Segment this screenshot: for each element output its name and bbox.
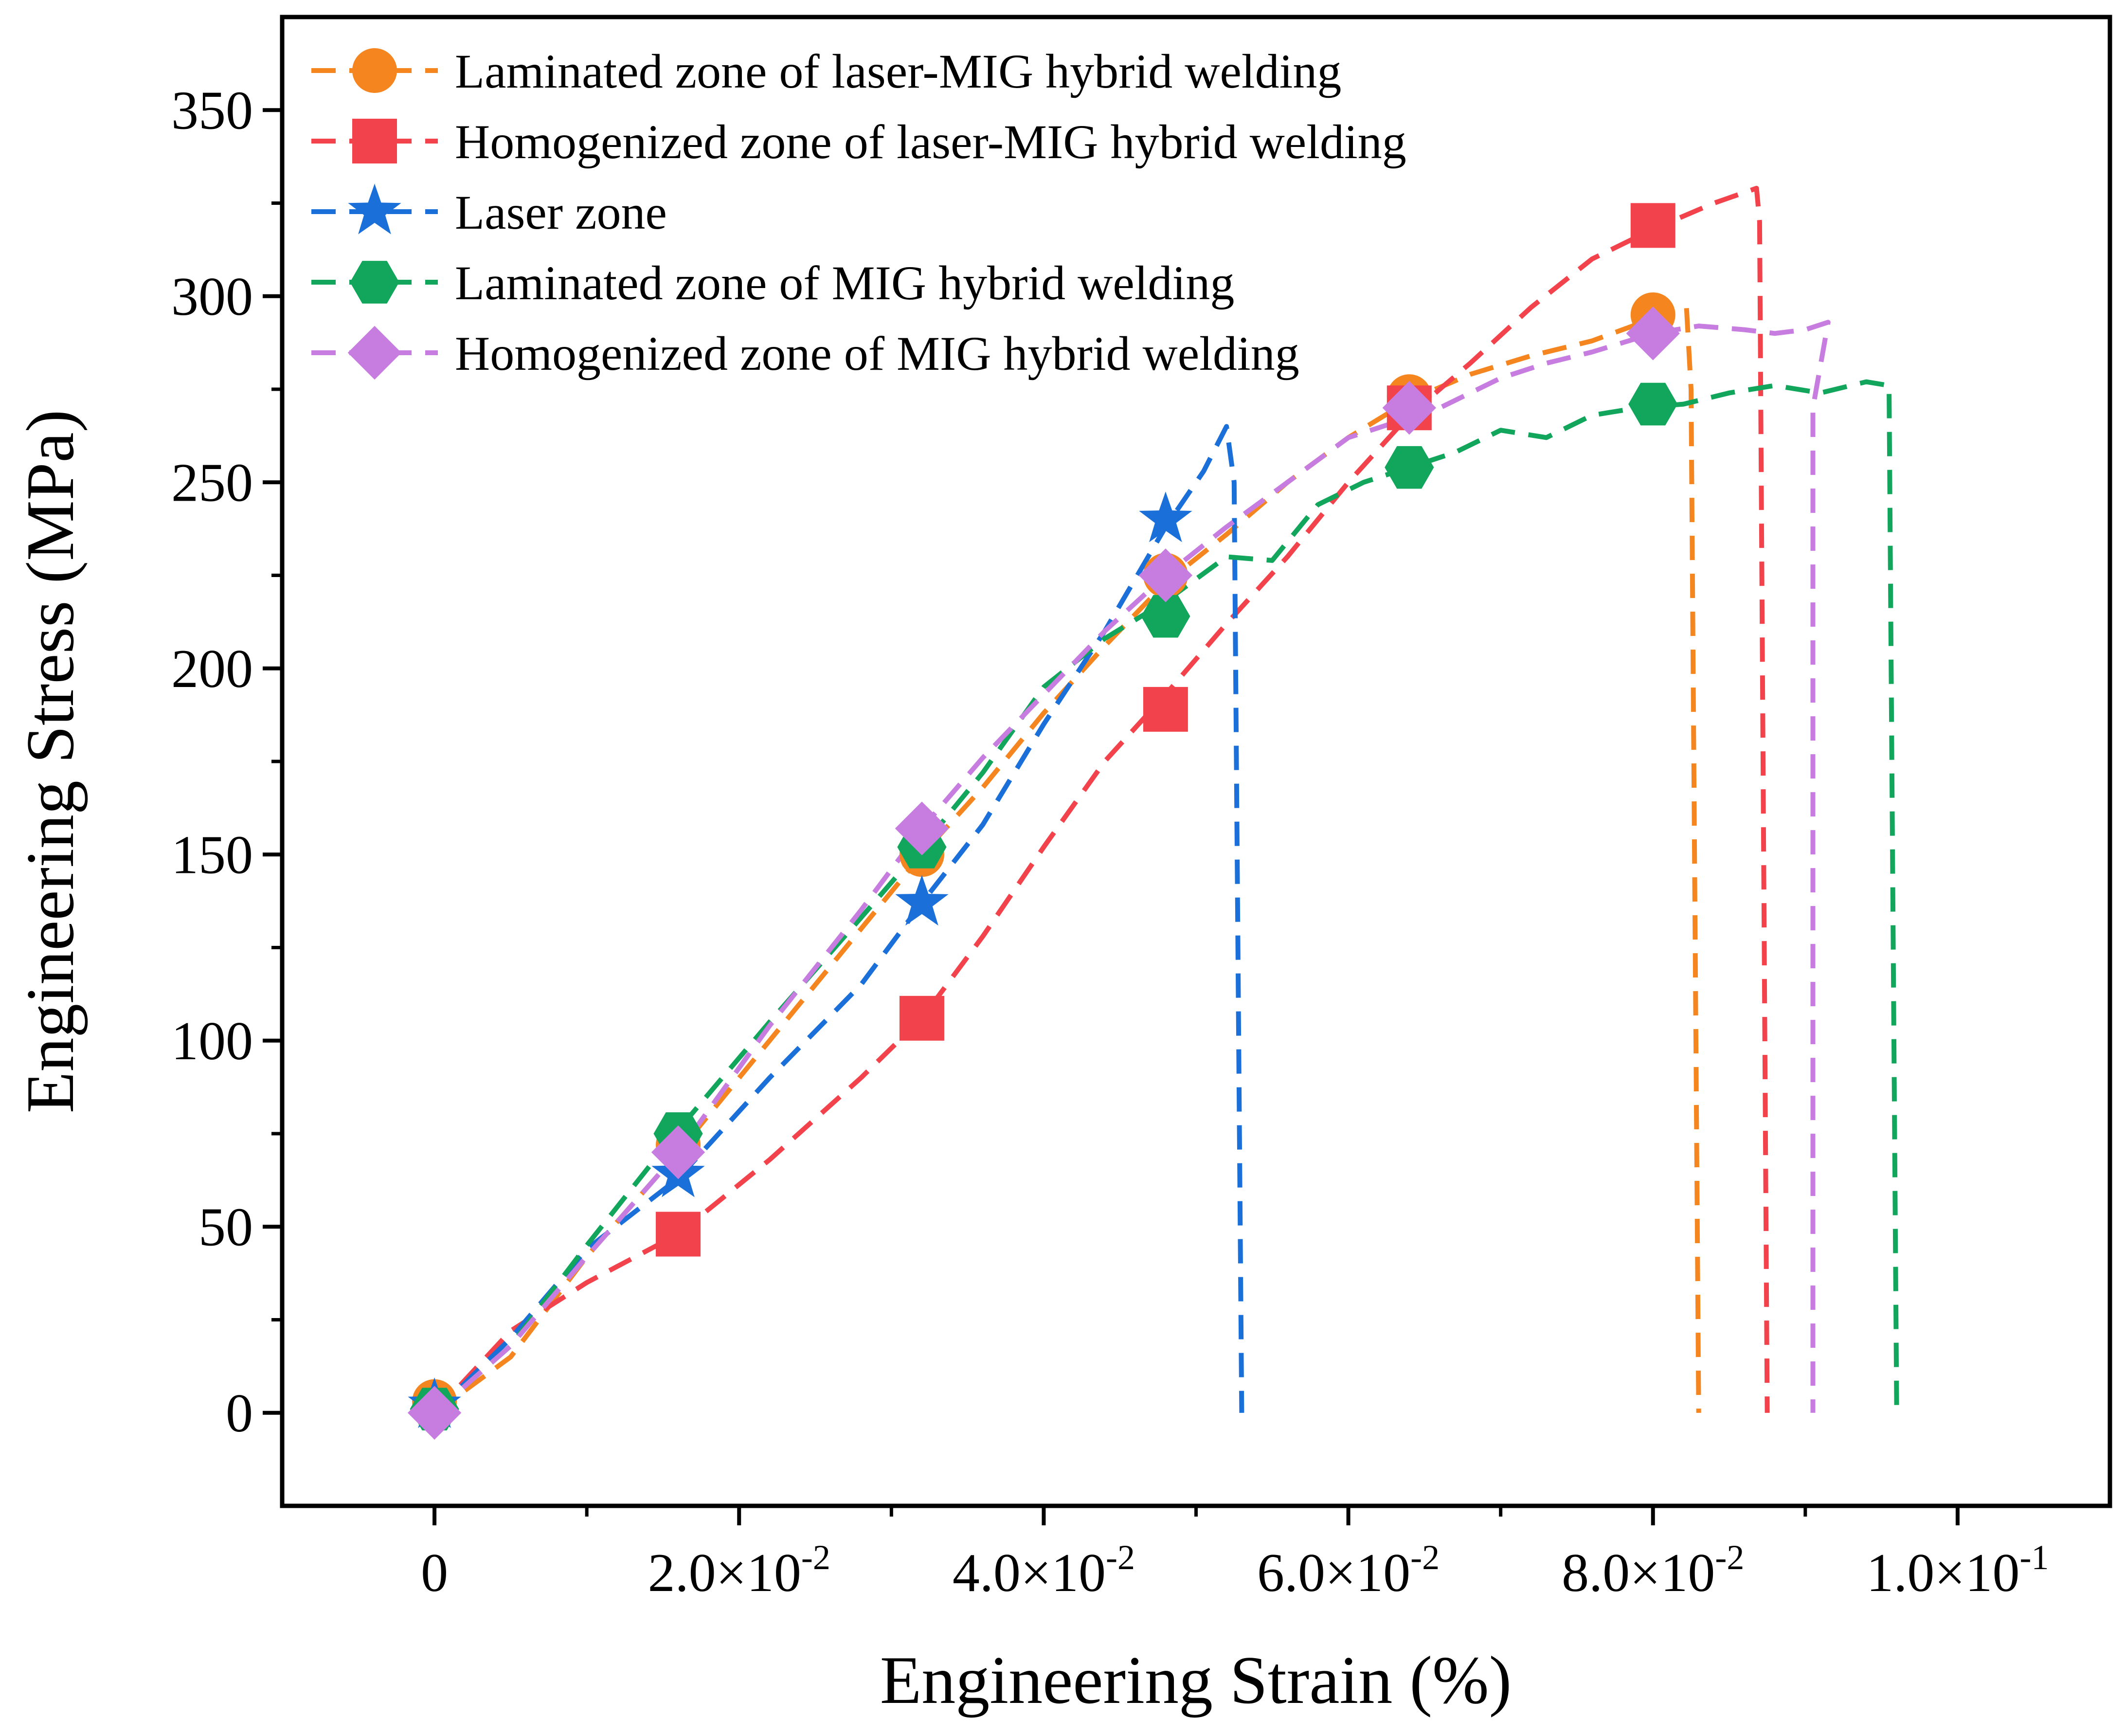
series-line-4 (432, 320, 1831, 1415)
series-4-marker-2 (895, 801, 949, 855)
legend-label-4: Homogenized zone of MIG hybrid welding (455, 326, 1299, 380)
series-line-0 (433, 305, 1701, 1415)
x-tick-label-mantissa-1: 2.0×10 (648, 1543, 801, 1603)
series-line-2 (432, 424, 1244, 1415)
axis-layer: 0 2.0×10-2 4.0×10-2 6.0×10-2 8.0×10-2 1.0×10-… (171, 80, 2049, 1603)
x-tick-label-exponent-2: -2 (1106, 1538, 1135, 1577)
y-tick-label-5: 250 (171, 452, 253, 513)
y-tick-label-4: 200 (171, 639, 253, 699)
x-tick-label-0: 0 (421, 1543, 448, 1603)
legend-marker-4 (347, 326, 402, 380)
x-tick-label-2: 4.0×10-2 (953, 1538, 1135, 1603)
series-4-marker-1 (651, 1125, 705, 1179)
legend: Laminated zone of laser-MIG hybrid weldi… (311, 44, 1406, 380)
x-tick-label-exponent-4: -2 (1715, 1538, 1744, 1577)
y-tick-label-6: 300 (171, 267, 253, 327)
series-3-marker-4 (1385, 446, 1434, 489)
legend-marker-2 (348, 183, 401, 235)
series-layer (432, 185, 1899, 1415)
series-3-marker-5 (1628, 382, 1678, 426)
y-axis-title: Engineering Stress (MPa) (13, 410, 88, 1113)
y-tick-label-7: 350 (171, 80, 253, 141)
series-4-marker-5 (1626, 307, 1680, 361)
x-tick-label-mantissa-4: 8.0×10 (1562, 1543, 1715, 1603)
series-4-marker-0 (407, 1386, 462, 1440)
series-1-marker-1 (899, 995, 944, 1041)
y-tick-label-1: 50 (198, 1197, 253, 1257)
marker-layer (407, 203, 1680, 1440)
x-tick-label-exponent-3: -2 (1410, 1538, 1440, 1577)
x-tick-label-exponent-5: -1 (2020, 1538, 2049, 1577)
x-axis-title: Engineering Strain (%) (880, 1643, 1512, 1718)
series-4-marker-3 (1138, 548, 1193, 602)
x-tick-label-mantissa-5: 1.0×10 (1866, 1543, 2019, 1603)
y-tick-label-2: 100 (171, 1011, 253, 1071)
legend-label-2: Laser zone (455, 185, 667, 239)
y-tick-label-3: 150 (171, 825, 253, 885)
series-1-marker-2 (1143, 687, 1188, 732)
legend-label-1: Homogenized zone of laser-MIG hybrid wel… (455, 115, 1406, 169)
series-1-marker-4 (1630, 203, 1675, 248)
legend-marker-3 (350, 261, 399, 304)
series-2-marker-2 (895, 875, 949, 926)
x-tick-label-1: 2.0×10-2 (648, 1538, 830, 1603)
x-tick-label-3: 6.0×10-2 (1257, 1538, 1440, 1603)
x-tick-label-exponent-1: -2 (801, 1538, 830, 1577)
series-1-marker-0 (656, 1212, 701, 1257)
legend-label-3: Laminated zone of MIG hybrid welding (455, 256, 1234, 310)
legend-marker-1 (352, 119, 397, 163)
series-line-1 (432, 185, 1770, 1415)
series-2-marker-3 (1139, 491, 1192, 542)
y-tick-label-0: 0 (226, 1383, 253, 1444)
legend-marker-0 (352, 48, 397, 93)
series-3-marker-3 (1141, 595, 1190, 638)
x-tick-label-mantissa-2: 4.0×10 (953, 1543, 1106, 1603)
x-tick-label-mantissa-3: 6.0×10 (1257, 1543, 1410, 1603)
legend-label-0: Laminated zone of laser-MIG hybrid weldi… (455, 44, 1341, 98)
series-4-marker-4 (1382, 381, 1437, 435)
x-tick-label-4: 8.0×10-2 (1562, 1538, 1744, 1603)
x-tick-label-5: 1.0×10-1 (1866, 1538, 2049, 1603)
x-tick-label-mantissa-0: 0 (421, 1543, 448, 1603)
